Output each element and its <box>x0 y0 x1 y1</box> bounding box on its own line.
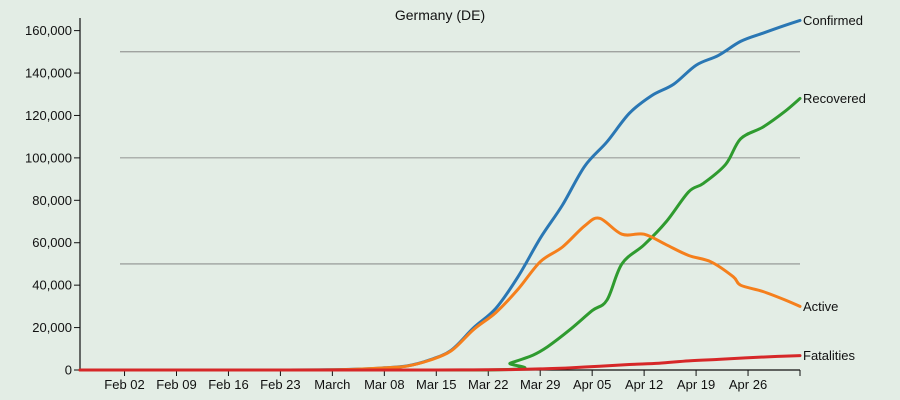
y-tick-label: 80,000 <box>32 193 72 208</box>
y-tick-label: 120,000 <box>25 108 72 123</box>
chart-title: Germany (DE) <box>395 7 485 23</box>
series-label-recovered: Recovered <box>803 91 866 106</box>
x-tick-label: Feb 16 <box>208 377 248 392</box>
y-tick-label: 140,000 <box>25 66 72 81</box>
series-lines <box>78 18 802 372</box>
x-tick-label: Mar 15 <box>416 377 456 392</box>
y-tick-label: 40,000 <box>32 278 72 293</box>
series-labels: Confirmed Recovered Active Fatalities <box>803 13 866 363</box>
series-label-active: Active <box>803 299 838 314</box>
y-tick-label: 0 <box>65 363 72 378</box>
series-label-confirmed: Confirmed <box>803 13 863 28</box>
x-tick-label: Mar 08 <box>364 377 404 392</box>
x-tick-label: Feb 23 <box>260 377 300 392</box>
grid-lines <box>120 51 800 265</box>
series-label-fatalities: Fatalities <box>803 348 856 363</box>
x-tick-label: Apr 19 <box>677 377 715 392</box>
x-tick-label: Mar 22 <box>468 377 508 392</box>
axes: 0 20,000 40,000 60,000 80,000 100,000 120,000 1… <box>25 18 801 392</box>
series-line-recovered <box>78 97 802 372</box>
y-tick-label: 160,000 <box>25 23 72 38</box>
y-tick-label: 20,000 <box>32 320 72 335</box>
x-tick-label: Mar 29 <box>520 377 560 392</box>
x-tick-label: Apr 12 <box>625 377 663 392</box>
y-tick-label: 60,000 <box>32 235 72 250</box>
x-tick-label: Apr 05 <box>573 377 611 392</box>
x-tick-label: Feb 02 <box>104 377 144 392</box>
series-line-fatalities <box>78 354 802 372</box>
x-tick-label: Apr 26 <box>729 377 767 392</box>
x-tick-label: March <box>314 377 350 392</box>
y-tick-label: 100,000 <box>25 150 72 165</box>
x-tick-label: Feb 09 <box>156 377 196 392</box>
